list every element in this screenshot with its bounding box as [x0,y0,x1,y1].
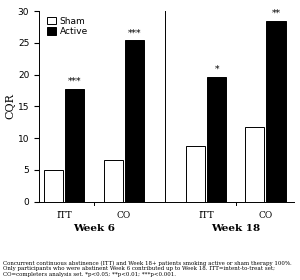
Text: Concurrent continuous abstinence (ITT) and Week 18+ patients smoking active or s: Concurrent continuous abstinence (ITT) a… [3,260,292,277]
Bar [186,146,205,202]
Y-axis label: CQR: CQR [5,94,15,119]
Text: ITT: ITT [56,211,72,220]
Text: *: * [214,65,219,74]
Legend: Sham, Active: Sham, Active [46,16,89,37]
Bar [266,21,286,202]
Text: **: ** [272,9,280,18]
Bar [44,170,63,202]
Text: CO: CO [116,211,131,220]
Text: ITT: ITT [198,211,214,220]
Bar [65,89,85,202]
Text: ***: *** [128,28,141,37]
Text: Week 6: Week 6 [73,224,115,233]
Text: CO: CO [258,211,273,220]
Bar [207,76,226,202]
Text: ***: *** [68,77,82,86]
Bar [245,127,264,202]
Bar [103,160,123,202]
Bar [125,40,144,202]
Text: Week 18: Week 18 [211,224,260,233]
